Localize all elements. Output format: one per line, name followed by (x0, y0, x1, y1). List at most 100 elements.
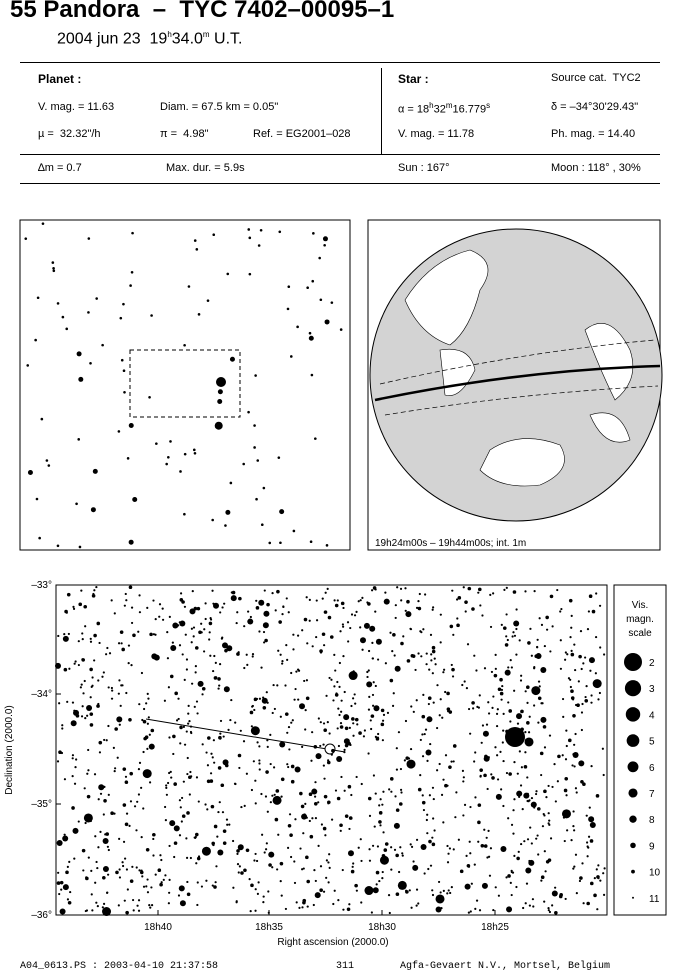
star (273, 707, 276, 711)
star (279, 741, 286, 748)
star (500, 788, 503, 791)
star (513, 798, 516, 801)
star (422, 628, 425, 631)
star (111, 689, 114, 692)
star (325, 859, 328, 862)
star (263, 589, 266, 592)
star (72, 607, 76, 611)
star (187, 722, 190, 725)
star (258, 599, 265, 606)
star (528, 859, 535, 866)
star (249, 910, 252, 913)
star (464, 610, 467, 613)
star (361, 648, 364, 651)
star (258, 630, 261, 633)
star (543, 900, 546, 903)
star (174, 691, 178, 696)
star (374, 610, 377, 613)
star (284, 684, 287, 687)
star (330, 678, 333, 681)
star (318, 256, 321, 260)
star (217, 389, 223, 395)
star (211, 756, 214, 759)
star (26, 364, 30, 367)
star (279, 715, 282, 718)
star (301, 906, 304, 909)
star (108, 652, 112, 655)
star (496, 754, 499, 757)
star (311, 279, 315, 283)
star (296, 668, 300, 671)
shadow-track (374, 364, 661, 402)
star (431, 672, 434, 675)
star (512, 809, 515, 812)
star (547, 784, 550, 788)
legend-label: 10 (649, 868, 661, 879)
star (184, 633, 187, 636)
star (313, 869, 316, 872)
star (408, 889, 411, 892)
legend-title: scale (628, 628, 652, 639)
star (323, 777, 326, 780)
star (421, 755, 425, 758)
star (135, 866, 138, 869)
star (417, 652, 420, 655)
star (589, 839, 594, 843)
star (168, 615, 171, 618)
star (102, 907, 112, 917)
star (89, 640, 93, 643)
moon: Moon : 118° , 30% (551, 162, 641, 174)
star (378, 820, 382, 824)
star (541, 825, 545, 828)
star (245, 772, 248, 775)
star (206, 299, 210, 302)
star (526, 792, 529, 795)
star (367, 649, 371, 653)
star (114, 767, 117, 770)
star (52, 269, 56, 273)
star (488, 874, 492, 877)
star (450, 663, 453, 667)
star (110, 686, 114, 690)
star (56, 302, 60, 305)
star (598, 691, 602, 695)
star (222, 841, 227, 845)
star (352, 722, 355, 725)
star (91, 594, 96, 598)
star (570, 652, 575, 657)
star (322, 236, 328, 242)
star (543, 746, 547, 749)
star (148, 395, 151, 399)
star (381, 877, 384, 880)
star (336, 680, 339, 684)
star (292, 633, 295, 636)
star (129, 879, 134, 883)
star (467, 911, 470, 914)
star (90, 685, 93, 689)
star (186, 756, 189, 760)
star (455, 598, 459, 601)
star (337, 899, 340, 902)
star (319, 298, 323, 302)
star (424, 593, 427, 596)
star (311, 788, 318, 795)
star (513, 634, 517, 637)
star (523, 840, 526, 843)
star (327, 759, 330, 762)
star (274, 817, 279, 822)
star (389, 678, 394, 683)
star (515, 608, 518, 611)
star (234, 782, 237, 786)
star (500, 623, 503, 626)
star (543, 850, 546, 853)
star (378, 879, 381, 883)
hour-unit: h (167, 30, 172, 39)
star (491, 776, 495, 780)
star (179, 806, 182, 809)
star (107, 724, 110, 728)
star (404, 587, 407, 590)
star (469, 805, 472, 809)
star (344, 814, 349, 818)
star (439, 891, 442, 894)
star (315, 753, 322, 760)
